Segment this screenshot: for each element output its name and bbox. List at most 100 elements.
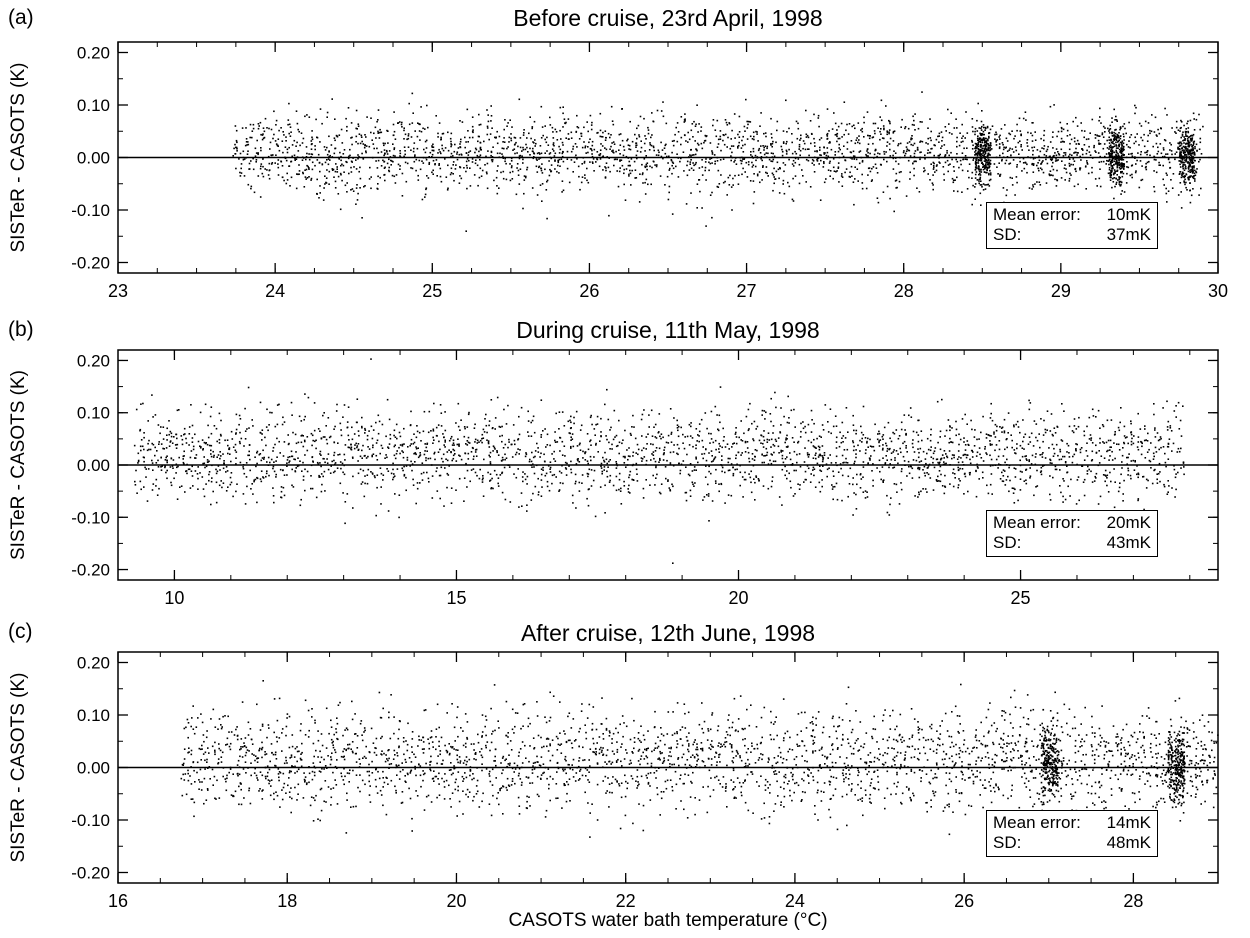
data-point: [544, 138, 546, 141]
data-point: [428, 410, 431, 413]
data-point: [988, 149, 991, 152]
data-point: [1049, 170, 1052, 172]
data-point: [570, 445, 572, 448]
data-point: [540, 152, 543, 155]
data-point: [985, 163, 987, 166]
data-point: [287, 434, 289, 436]
data-point: [1015, 149, 1018, 152]
data-point: [559, 106, 562, 109]
data-point: [977, 167, 980, 170]
data-point: [450, 167, 453, 170]
data-point: [837, 166, 840, 168]
data-point: [1027, 131, 1029, 134]
data-point: [759, 125, 761, 127]
data-point: [628, 175, 630, 177]
data-point: [874, 132, 876, 135]
data-point: [695, 161, 697, 164]
data-point: [503, 141, 506, 143]
data-point: [1114, 119, 1116, 121]
data-point: [696, 207, 698, 209]
data-point: [1097, 139, 1100, 142]
data-point: [621, 139, 624, 142]
data-point: [989, 154, 991, 156]
data-point: [1120, 157, 1122, 160]
data-point: [393, 148, 395, 151]
data-point: [1126, 166, 1128, 168]
data-point: [843, 101, 846, 103]
data-point: [1162, 155, 1164, 158]
data-point: [249, 136, 251, 139]
data-point: [980, 133, 983, 135]
data-point: [488, 138, 490, 141]
data-point: [319, 476, 321, 478]
data-point: [449, 173, 452, 176]
data-point: [956, 153, 958, 155]
data-point: [587, 181, 590, 184]
data-point: [297, 457, 299, 459]
data-point: [577, 126, 580, 129]
data-point: [1162, 164, 1164, 167]
data-point: [519, 168, 522, 170]
data-point: [1111, 131, 1113, 133]
data-point: [286, 148, 289, 151]
data-point: [954, 179, 956, 181]
data-point: [861, 130, 864, 133]
data-point: [466, 108, 469, 111]
data-point: [1193, 118, 1195, 120]
data-point: [295, 442, 298, 445]
data-point: [1194, 145, 1196, 148]
data-point: [843, 133, 845, 136]
data-point: [474, 449, 477, 451]
data-point: [1039, 167, 1042, 169]
data-point: [1149, 132, 1151, 135]
data-point: [1009, 176, 1012, 179]
data-point: [291, 155, 293, 158]
data-point: [941, 136, 944, 139]
data-point: [1189, 136, 1191, 138]
data-point: [557, 164, 559, 167]
data-point: [274, 443, 276, 446]
data-point: [532, 141, 534, 143]
data-point: [1068, 162, 1071, 165]
data-point: [1054, 152, 1056, 154]
data-point: [773, 176, 775, 178]
data-point: [1043, 147, 1045, 150]
data-point: [837, 162, 840, 164]
data-point: [1120, 183, 1122, 186]
data-point: [486, 187, 489, 190]
data-point: [340, 434, 343, 437]
data-point: [877, 152, 879, 155]
data-point: [525, 453, 528, 456]
data-point: [445, 176, 448, 178]
data-point: [329, 435, 332, 438]
data-point: [751, 166, 754, 168]
data-point: [717, 186, 720, 188]
data-point: [286, 462, 288, 464]
data-point: [311, 456, 313, 459]
data-point: [141, 445, 144, 448]
data-point: [364, 134, 366, 136]
data-point: [1012, 159, 1015, 161]
data-point: [510, 160, 513, 162]
data-point: [605, 458, 608, 461]
data-point: [549, 468, 551, 470]
data-point: [487, 120, 490, 123]
data-point: [1124, 127, 1126, 130]
data-point: [1189, 182, 1191, 184]
data-point: [479, 158, 481, 161]
data-point: [590, 128, 593, 131]
data-point: [967, 170, 969, 172]
data-point: [974, 130, 976, 133]
data-point: [573, 422, 575, 425]
data-point: [1153, 186, 1155, 188]
data-point: [188, 426, 191, 428]
data-point: [1162, 178, 1164, 181]
data-point: [247, 141, 249, 143]
data-point: [845, 168, 848, 170]
data-point: [701, 147, 704, 150]
data-point: [603, 466, 606, 468]
data-point: [259, 478, 262, 480]
data-point: [794, 161, 797, 164]
data-point: [841, 136, 843, 138]
data-point: [1111, 141, 1113, 144]
